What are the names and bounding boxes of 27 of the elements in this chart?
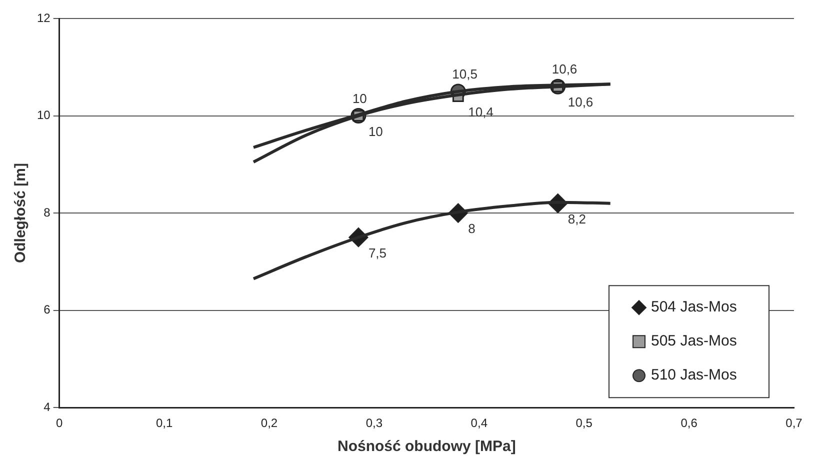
x-tick-label: 0,5 (576, 416, 593, 430)
data-label: 10 (352, 90, 367, 106)
data-label: 10 (368, 124, 383, 139)
data-label: 7,5 (368, 245, 387, 260)
data-label: 10,6 (568, 94, 594, 110)
y-tick-label: 12 (36, 10, 51, 25)
x-tick-label: 0,7 (786, 416, 803, 430)
data-label: 10,6 (552, 62, 578, 77)
data-label: 10,4 (468, 104, 494, 120)
x-tick-label: 0,2 (260, 416, 278, 430)
data-label: 8 (468, 221, 476, 236)
y-tick-label: 8 (44, 205, 51, 220)
y-tick-label: 10 (36, 108, 51, 122)
x-tick-label: 0,6 (680, 416, 698, 430)
data-label: 10,5 (452, 66, 478, 82)
x-axis-title: Nośność obudowy [MPa] (338, 438, 516, 456)
legend-label: 504 Jas-Mos (651, 298, 737, 316)
y-axis-title: Odległość [m] (12, 163, 30, 264)
data-label: 8,2 (568, 211, 586, 226)
legend-label: 505 Jas-Mos (651, 332, 737, 350)
y-tick-label: 6 (44, 302, 51, 317)
legend-label: 510 Jas-Mos (651, 366, 737, 384)
x-tick-label: 0 (56, 416, 64, 430)
y-tick-label: 4 (44, 400, 51, 414)
x-tick-label: 0,4 (470, 416, 488, 430)
x-tick-label: 0,1 (156, 416, 173, 430)
x-tick-label: 0,3 (366, 416, 383, 430)
